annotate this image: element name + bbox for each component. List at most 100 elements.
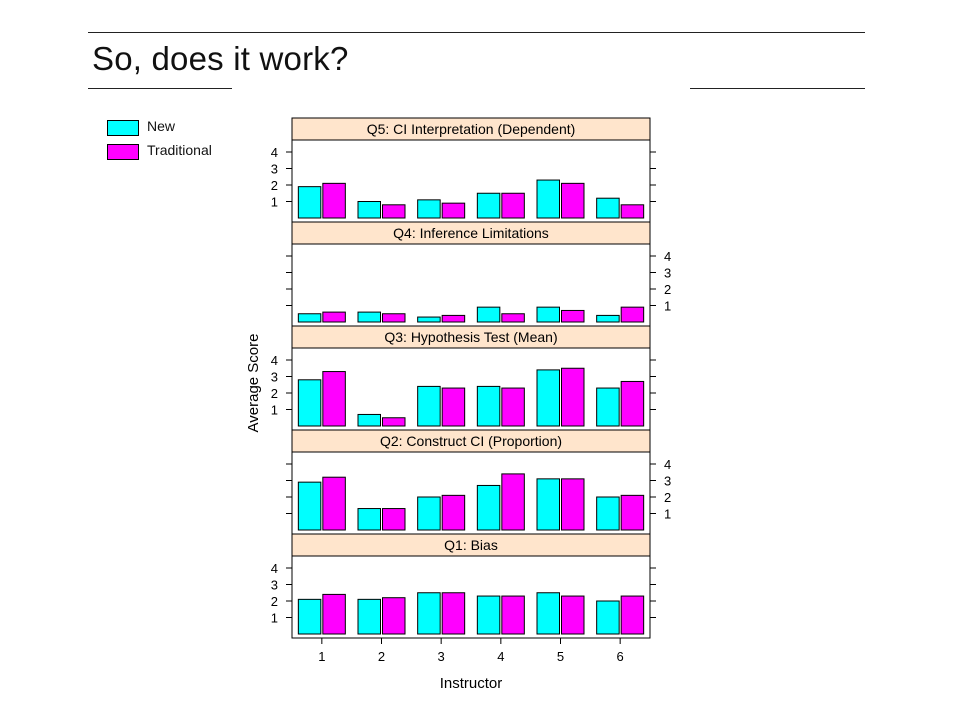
y-tick-label: 3 [664,474,671,489]
x-tick-label: 2 [378,649,385,664]
bar-traditional [441,387,466,427]
x-tick-label: 4 [497,649,504,664]
x-tick-label: 3 [438,649,445,664]
y-tick-label: 2 [271,594,278,609]
panel-title: Q1: Bias [444,537,498,553]
bar-traditional [322,311,346,323]
bar-traditional [501,313,525,323]
y-tick-label: 1 [271,403,278,418]
title-bottom-rule-left [88,88,232,89]
bar-new [417,385,441,427]
bar-new [476,484,501,531]
y-tick-label: 2 [271,178,278,193]
y-tick-label: 4 [664,457,671,472]
bar-traditional [441,202,466,219]
title-bottom-rule-right [690,88,865,89]
y-tick-label: 2 [664,282,671,297]
bar-traditional [382,313,406,323]
bar-traditional [441,592,466,635]
bar-traditional [441,494,466,531]
legend-swatch-traditional [107,144,139,160]
y-tick-label: 1 [664,507,671,522]
bar-new [536,478,560,531]
bar-new [297,313,322,323]
bar-traditional [620,204,645,219]
x-tick-label: 6 [617,649,624,664]
y-tick-label: 2 [664,490,671,505]
y-tick-label: 4 [271,145,278,160]
bar-traditional [620,306,645,323]
bar-new [417,316,441,323]
panel-frame [291,533,651,639]
bar-new [596,600,620,635]
bar-traditional [501,387,525,427]
bar-new [476,595,501,635]
bar-new [476,385,501,427]
bar-new [536,592,560,635]
y-tick-label: 3 [271,578,278,593]
bar-new [357,311,381,323]
panel-title: Q2: Construct CI (Proportion) [380,433,562,449]
bar-traditional [620,595,645,635]
bar-traditional [322,476,346,531]
bar-new [357,201,381,219]
panel-title: Q3: Hypothesis Test (Mean) [384,329,557,345]
bar-traditional [382,417,406,427]
bar-new [297,598,322,635]
title-top-rule [88,32,865,33]
bar-new [596,387,620,427]
y-tick-label: 1 [664,299,671,314]
y-tick-label: 1 [271,611,278,626]
bar-traditional [322,182,346,219]
bar-new [536,179,560,219]
bar-new [536,369,560,427]
bar-traditional [620,380,645,427]
bar-new [417,199,441,219]
legend-label-new: New [147,118,176,134]
bar-traditional [501,473,525,531]
bar-traditional [322,371,346,427]
bar-new [596,496,620,531]
y-tick-label: 3 [271,370,278,385]
bar-new [357,598,381,635]
bar-traditional [501,192,525,219]
bar-new [297,379,322,427]
y-tick-label: 4 [664,249,671,264]
bar-traditional [322,593,346,635]
bar-new [476,306,501,323]
bar-traditional [561,309,585,323]
bar-traditional [561,478,585,531]
bar-new [417,592,441,635]
bar-new [357,508,381,531]
bar-new [297,186,322,219]
bar-traditional [561,182,585,219]
x-axis-label: Instructor [440,675,503,692]
bar-traditional [382,508,406,531]
panel-title: Q5: CI Interpretation (Dependent) [367,121,576,137]
bar-traditional [620,494,645,531]
bar-traditional [382,597,406,635]
y-tick-label: 1 [271,195,278,210]
bar-traditional [561,595,585,635]
y-tick-label: 2 [271,386,278,401]
y-tick-label: 3 [664,266,671,281]
x-tick-label: 5 [557,649,564,664]
bar-traditional [382,204,406,219]
x-tick-label: 1 [318,649,325,664]
bar-new [297,481,322,531]
bar-new [596,314,620,323]
page-title: So, does it work? [92,40,349,77]
legend-swatch-new [107,120,139,136]
y-tick-label: 4 [271,561,278,576]
panel-title: Q4: Inference Limitations [393,225,549,241]
bar-traditional [441,314,466,323]
y-axis-label: Average Score [245,334,262,433]
bar-traditional [501,595,525,635]
legend-label-traditional: Traditional [147,142,212,158]
bar-new [596,197,620,219]
bar-new [357,413,381,427]
bar-traditional [561,367,585,427]
y-tick-label: 3 [271,162,278,177]
bar-new [536,306,560,323]
